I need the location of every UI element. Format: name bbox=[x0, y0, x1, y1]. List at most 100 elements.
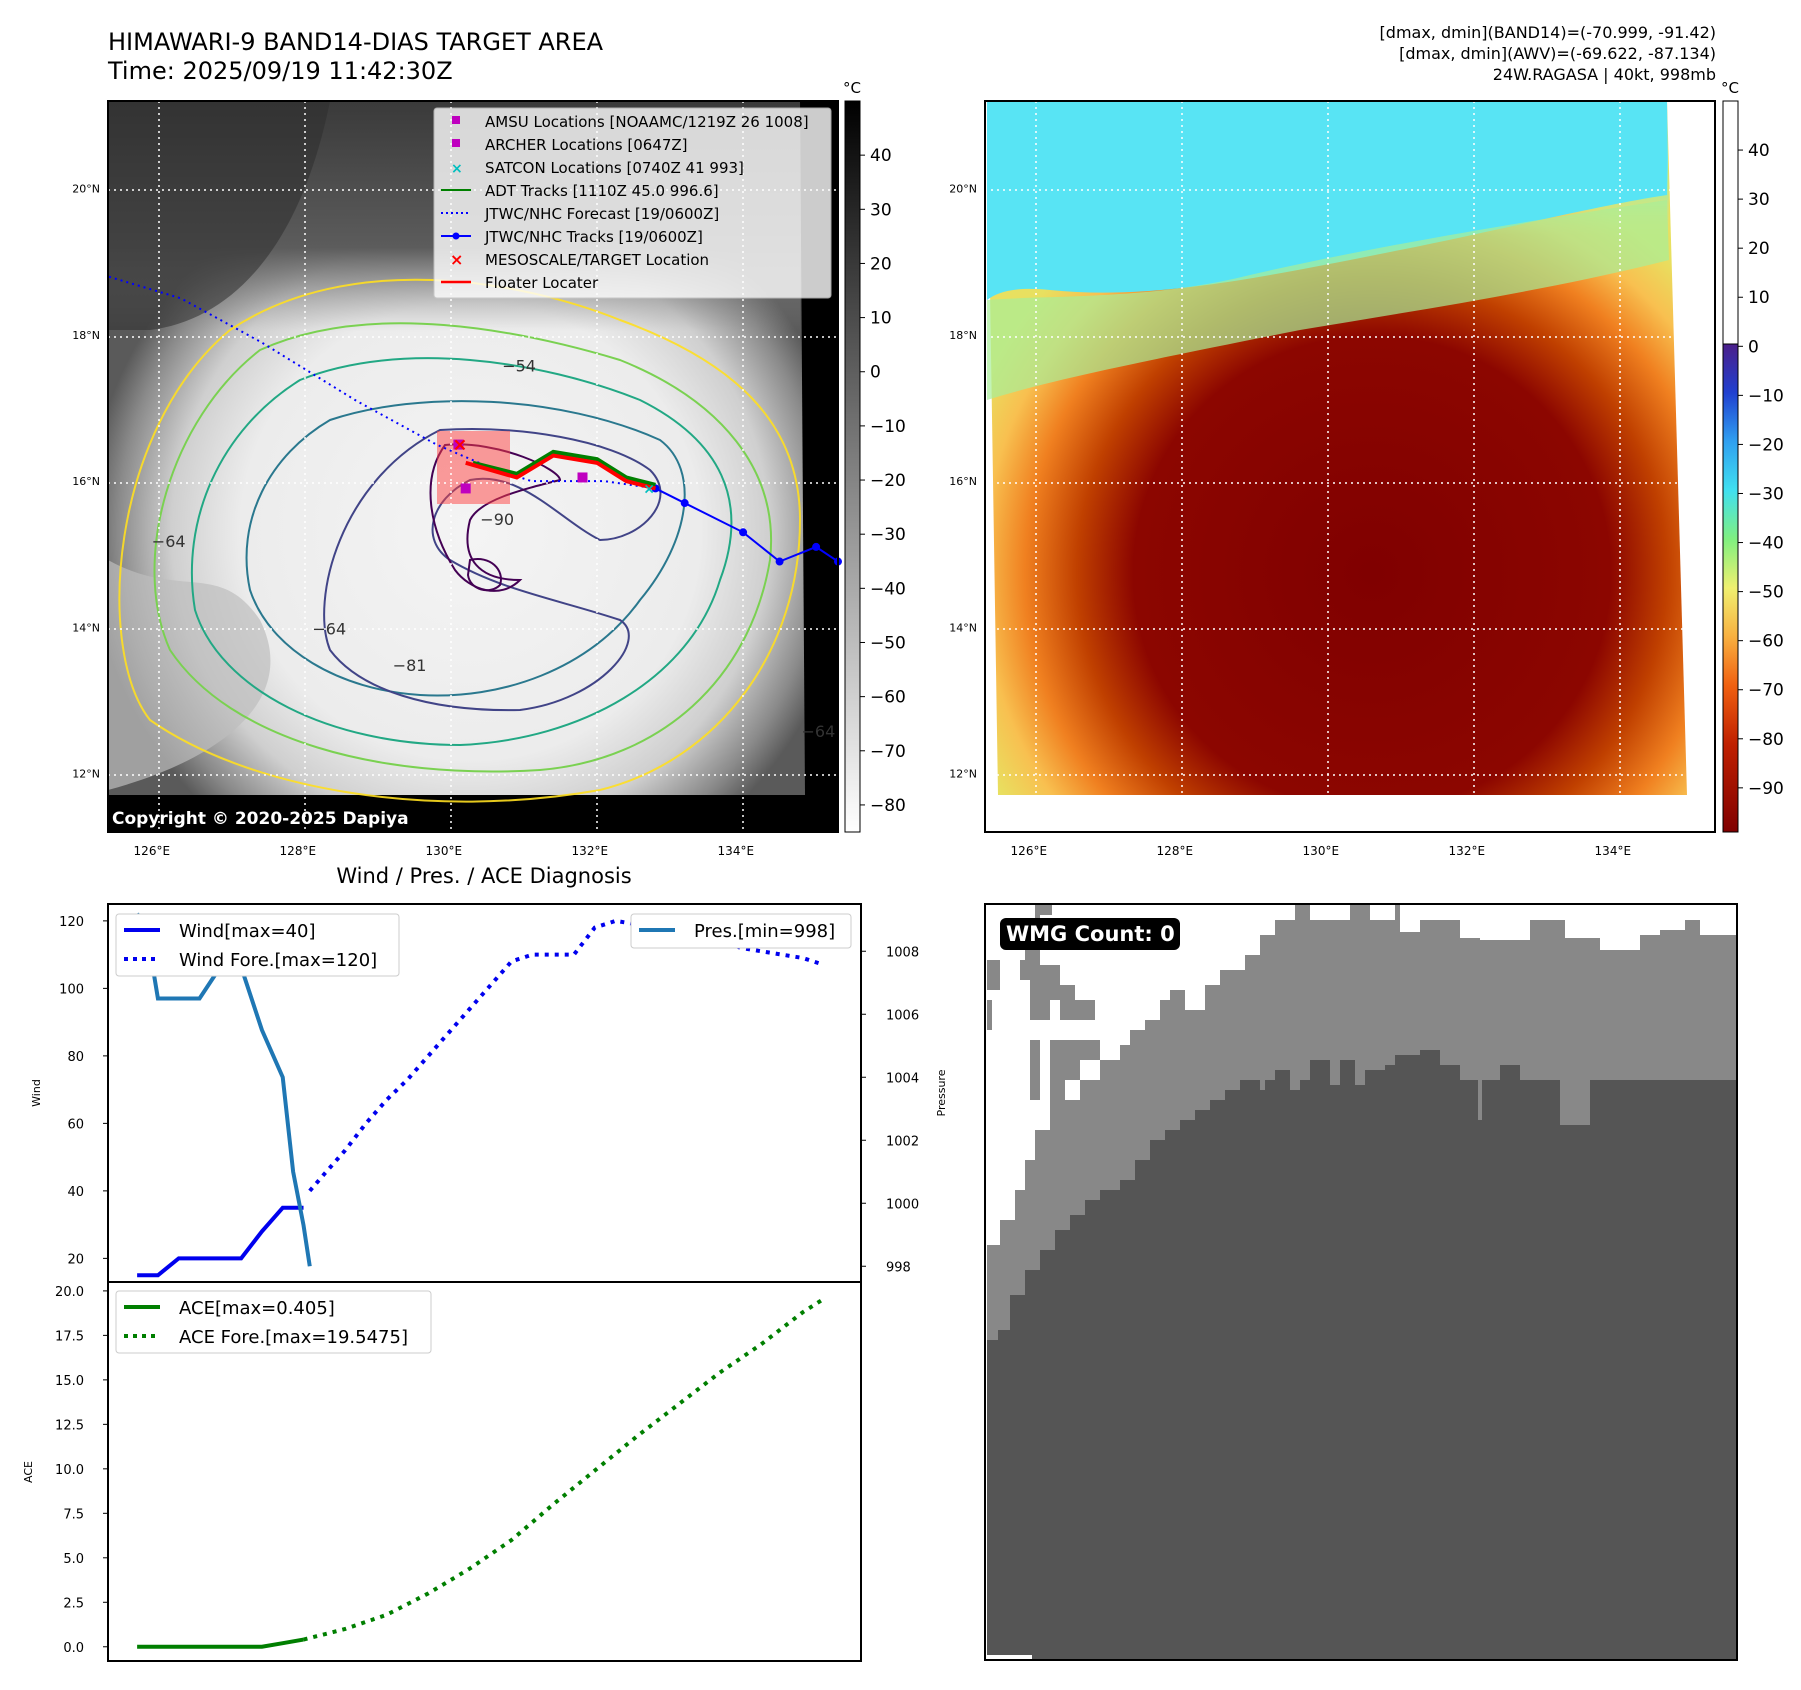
legend-jtwc-tracks: JTWC/NHC Tracks [19/0600Z] bbox=[484, 228, 703, 246]
map-legend: AMSU Locations [NOAAMC/1219Z 26 1008] AR… bbox=[433, 107, 832, 299]
legend-floater: Floater Locater bbox=[485, 274, 599, 292]
colorbar-tick-label: −50 bbox=[1748, 583, 1784, 603]
colorbar-tick-label: 20 bbox=[870, 254, 892, 274]
lon-tick-label: 132°E bbox=[1449, 844, 1486, 858]
pressure-tick-label: 1006 bbox=[886, 1008, 919, 1023]
lat-tick-label: 18°N bbox=[72, 329, 100, 342]
colorbar-tick-label: −90 bbox=[1748, 779, 1784, 799]
ace-tick-label: 20.0 bbox=[55, 1285, 84, 1300]
ace-tick-label: 0.0 bbox=[63, 1641, 84, 1656]
legend-pres: Pres.[min=998] bbox=[694, 921, 835, 942]
lat-tick-label: 20°N bbox=[72, 183, 100, 196]
lat-tick-label: 20°N bbox=[949, 183, 977, 196]
colorbar-tick-label: −50 bbox=[870, 633, 906, 653]
colorbar-tick-label: −40 bbox=[870, 579, 906, 599]
ace-line bbox=[137, 1637, 304, 1649]
wind-tick-label: 60 bbox=[67, 1117, 84, 1132]
colorbar-tick-label: −60 bbox=[870, 688, 906, 708]
pressure-tick-label: 1004 bbox=[886, 1071, 919, 1086]
ace-tick-label: 12.5 bbox=[55, 1418, 84, 1433]
lon-tick-label: 132°E bbox=[572, 844, 609, 858]
jtwc-track-point bbox=[812, 542, 821, 551]
figure-title-line1: HIMAWARI-9 BAND14-DIAS TARGET AREA bbox=[108, 28, 604, 56]
lat-tick-label: 16°N bbox=[949, 475, 977, 488]
contour-label: −64 bbox=[152, 532, 186, 551]
lon-tick-label: 130°E bbox=[426, 844, 463, 858]
ace-legend: ACE[max=0.405] ACE Fore.[max=19.5475] bbox=[115, 1290, 432, 1354]
wmg-panel bbox=[984, 903, 1738, 1661]
stats-line3: 24W.RAGASA | 40kt, 998mb bbox=[1493, 65, 1716, 84]
lat-tick-label: 14°N bbox=[72, 621, 100, 634]
colorbar1-unit: °C bbox=[843, 79, 861, 97]
svg-text:×: × bbox=[451, 161, 463, 177]
pres-legend: Pres.[min=998] bbox=[630, 913, 852, 949]
figure-title-line2: Time: 2025/09/19 11:42:30Z bbox=[107, 57, 453, 85]
ace-axis-label: ACE bbox=[22, 1461, 35, 1483]
legend-adt: ADT Tracks [1110Z 45.0 996.6] bbox=[485, 182, 719, 200]
colorbar-tick-label: 20 bbox=[1748, 239, 1770, 259]
diagnosis-title: Wind / Pres. / ACE Diagnosis bbox=[336, 864, 631, 888]
colorbar-tick-label: −30 bbox=[1748, 484, 1784, 504]
colorbar-tick-label: −80 bbox=[870, 796, 906, 816]
wmg-count-label: WMG Count: 0 bbox=[1006, 922, 1175, 946]
contour-label: −64 bbox=[312, 620, 346, 639]
pressure-tick-label: 1000 bbox=[886, 1197, 919, 1212]
legend-amsu: AMSU Locations [NOAAMC/1219Z 26 1008] bbox=[485, 113, 809, 131]
amsu-marker bbox=[577, 472, 588, 483]
colorbar-tick-label: −60 bbox=[1748, 632, 1784, 652]
lon-tick-label: 134°E bbox=[1595, 844, 1632, 858]
lat-tick-label: 12°N bbox=[949, 768, 977, 781]
pressure-tick-label: 1002 bbox=[886, 1134, 919, 1149]
colorbar-tick-label: −30 bbox=[870, 525, 906, 545]
wind-line bbox=[137, 1205, 304, 1278]
copyright-text: Copyright © 2020-2025 Dapiya bbox=[112, 809, 409, 829]
jtwc-track-point bbox=[680, 499, 689, 508]
colorbar-tick-label: 30 bbox=[1748, 190, 1770, 210]
awv-map bbox=[984, 100, 1716, 833]
ace-tick-label: 17.5 bbox=[55, 1329, 84, 1344]
colorbar-tick-label: 10 bbox=[1748, 288, 1770, 308]
jtwc-track-point bbox=[775, 557, 784, 566]
wmg-label-box bbox=[1000, 918, 1180, 950]
lat-tick-label: 14°N bbox=[949, 621, 977, 634]
lat-tick-label: 18°N bbox=[949, 329, 977, 342]
colorbar-tick-label: −20 bbox=[1748, 435, 1784, 455]
contour-label: −81 bbox=[393, 656, 427, 675]
wind-tick-label: 40 bbox=[67, 1185, 84, 1200]
target-marker: × bbox=[452, 435, 467, 456]
floater-track-line bbox=[465, 453, 656, 491]
lon-tick-label: 126°E bbox=[134, 844, 171, 858]
lat-tick-label: 12°N bbox=[72, 768, 100, 781]
colorbar-tick-label: −10 bbox=[1748, 386, 1784, 406]
legend-wind-forecast: Wind Fore.[max=120] bbox=[179, 950, 377, 971]
amsu-marker bbox=[460, 483, 471, 494]
colorbar-tick-label: 30 bbox=[870, 200, 892, 220]
lon-tick-label: 128°E bbox=[1157, 844, 1194, 858]
jtwc-track-line bbox=[655, 487, 839, 563]
legend-target: MESOSCALE/TARGET Location bbox=[485, 251, 709, 269]
ace-tick-label: 5.0 bbox=[63, 1552, 84, 1567]
wind-tick-label: 20 bbox=[67, 1252, 84, 1267]
wind-tick-label: 120 bbox=[59, 915, 84, 930]
archer-marker bbox=[453, 439, 464, 450]
contour-label: −90 bbox=[480, 510, 514, 529]
contour-label: −54 bbox=[502, 356, 536, 375]
colorbar-tick-label: −70 bbox=[870, 742, 906, 762]
stats-line1: [dmax, dmin](BAND14)=(-70.999, -91.42) bbox=[1380, 23, 1716, 42]
legend-wind: Wind[max=40] bbox=[179, 921, 316, 942]
legend-satcon: SATCON Locations [0740Z 41 993] bbox=[485, 159, 744, 177]
jtwc-track-point bbox=[739, 528, 748, 537]
lat-tick-label: 16°N bbox=[72, 475, 100, 488]
legend-ace: ACE[max=0.405] bbox=[179, 1298, 335, 1319]
satcon-marker: × bbox=[643, 481, 655, 497]
colorbar-tick-label: −10 bbox=[870, 417, 906, 437]
colorbar-tick-label: −40 bbox=[1748, 534, 1784, 554]
colorbar-tick-label: −20 bbox=[870, 471, 906, 491]
colorbar-awv bbox=[1722, 100, 1739, 833]
ace-tick-label: 15.0 bbox=[55, 1374, 84, 1389]
legend-ace-forecast: ACE Fore.[max=19.5475] bbox=[179, 1327, 408, 1348]
colorbar2-unit: °C bbox=[1721, 79, 1739, 97]
contour-label: −64 bbox=[802, 722, 836, 741]
colorbar-tick-label: 40 bbox=[870, 146, 892, 166]
pressure-tick-label: 1008 bbox=[886, 945, 919, 960]
